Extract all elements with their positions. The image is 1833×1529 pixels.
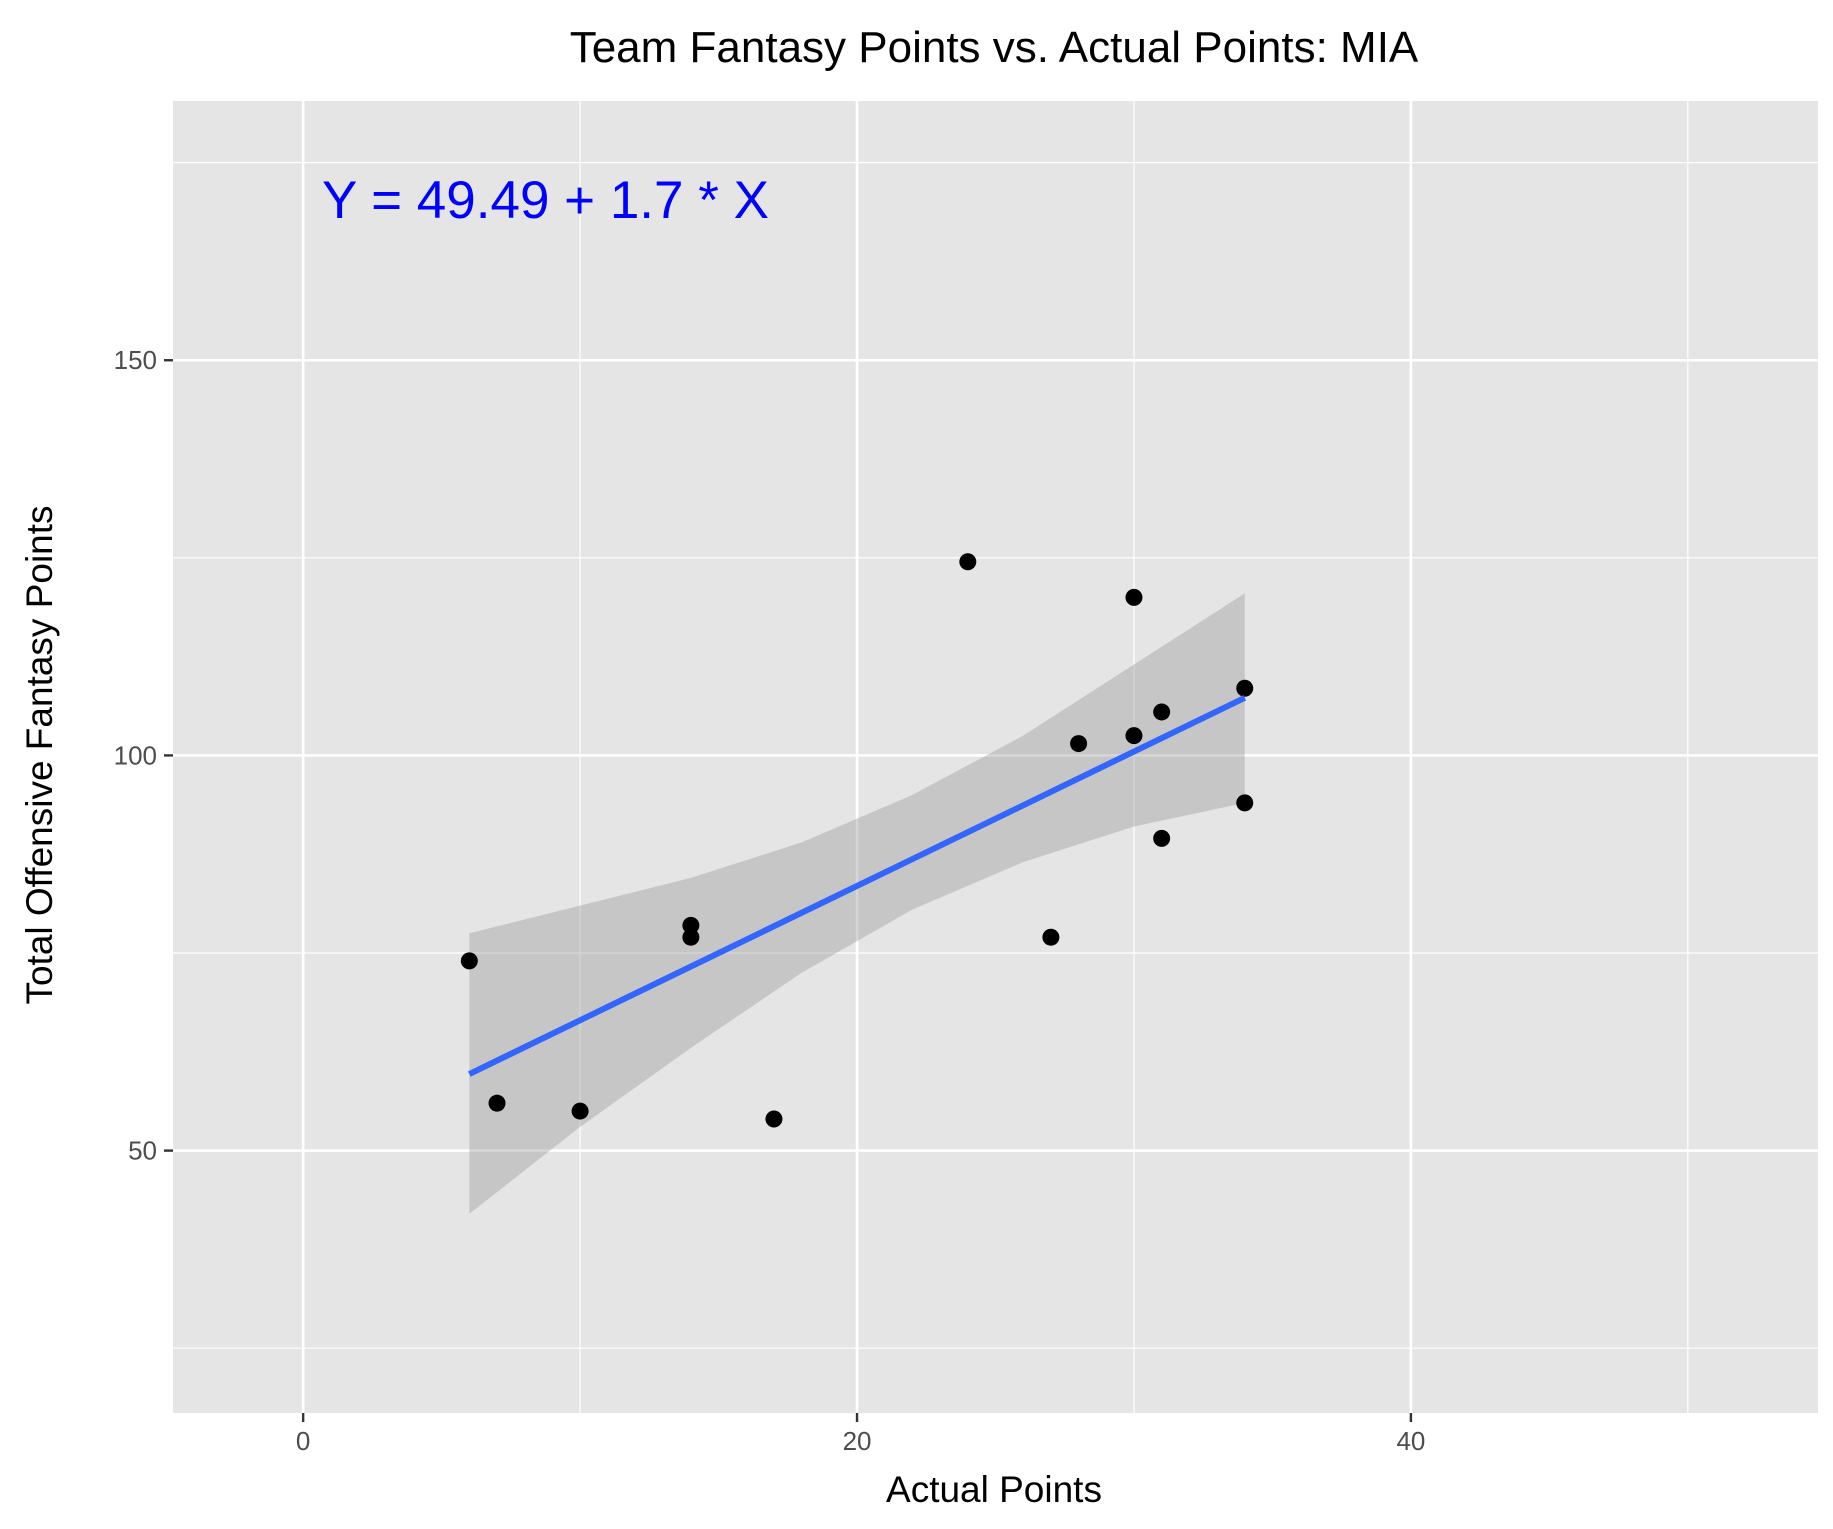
data-point: [1125, 727, 1143, 745]
minor-gridlines: [173, 101, 1818, 1413]
data-point: [460, 952, 478, 970]
data-point: [1042, 928, 1060, 946]
data-point: [1236, 794, 1254, 812]
data-point: [959, 553, 977, 571]
axis-ticks: [164, 359, 1413, 1422]
x-tick-label: 20: [843, 1426, 872, 1456]
data-point: [1070, 735, 1088, 753]
chart-title: Team Fantasy Points vs. Actual Points: M…: [570, 23, 1419, 72]
major-gridlines: [173, 101, 1818, 1413]
data-point: [1153, 829, 1171, 847]
x-tick-label: 40: [1396, 1426, 1425, 1456]
y-tick-label: 150: [114, 345, 157, 375]
y-tick-label: 100: [114, 740, 157, 770]
data-point: [1236, 679, 1254, 697]
regression-equation: Y = 49.49 + 1.7 * X: [322, 171, 769, 230]
data-point: [1153, 703, 1171, 721]
regression-line: [468, 695, 1247, 1077]
data-points: [460, 553, 1254, 1128]
y-axis-title: Total Offensive Fantasy Points: [19, 505, 60, 1004]
data-point: [488, 1094, 506, 1112]
y-tick-label: 50: [128, 1136, 157, 1166]
axis-tick-labels: 0 20 40 50 100 150: [114, 345, 1426, 1456]
data-point: [1125, 588, 1143, 606]
plot-panel: [173, 101, 1818, 1413]
data-point: [765, 1110, 783, 1128]
data-point: [682, 916, 700, 934]
x-tick-label: 0: [296, 1426, 310, 1456]
data-point: [682, 928, 700, 946]
confidence-band: [469, 593, 1245, 1214]
x-axis-title: Actual Points: [886, 1469, 1102, 1510]
data-point: [571, 1102, 589, 1120]
